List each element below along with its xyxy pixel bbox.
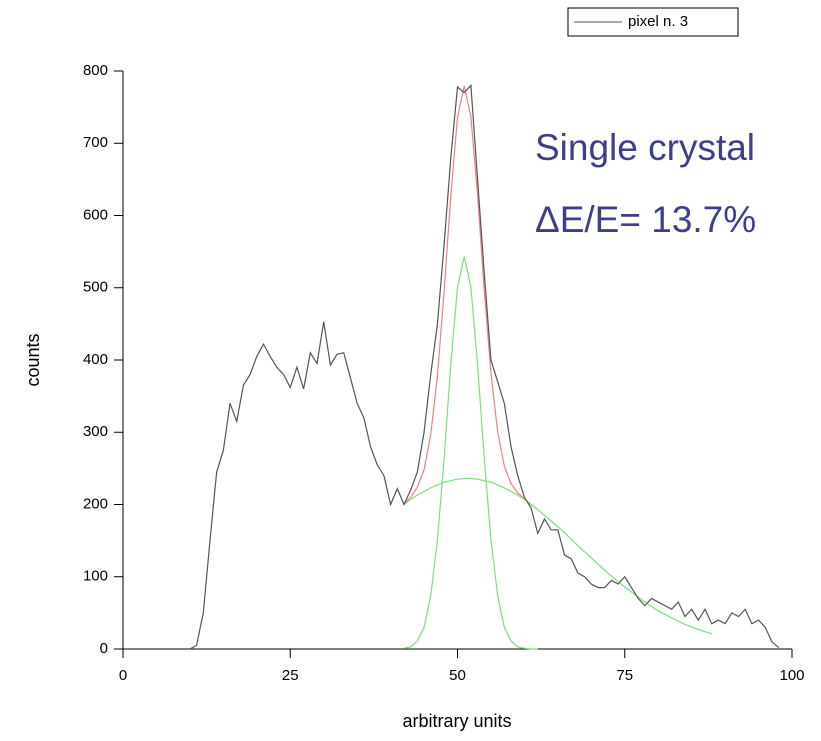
y-tick-label: 400	[83, 351, 108, 368]
x-axis-label: arbitrary units	[402, 711, 511, 731]
x-tick-label: 25	[282, 667, 299, 684]
y-axis-label: counts	[23, 333, 43, 386]
y-tick-label: 0	[100, 640, 108, 657]
data-line	[403, 86, 539, 511]
data-line	[403, 256, 538, 650]
x-tick-label: 50	[449, 667, 466, 684]
legend-label: pixel n. 3	[628, 13, 688, 30]
y-tick-label: 700	[83, 134, 108, 151]
data-line	[403, 477, 712, 635]
y-tick-label: 500	[83, 279, 108, 296]
x-tick-label: 100	[779, 667, 804, 684]
y-tick-label: 100	[83, 568, 108, 585]
annotation: Single crystal	[535, 127, 755, 168]
x-tick-label: 75	[616, 667, 633, 684]
x-tick-label: 0	[119, 667, 127, 684]
y-tick-label: 800	[83, 62, 108, 79]
y-tick-label: 200	[83, 495, 108, 512]
y-tick-label: 300	[83, 423, 108, 440]
data-line	[189, 84, 780, 650]
y-tick-label: 600	[83, 206, 108, 223]
annotation: ΔE/E= 13.7%	[535, 199, 756, 240]
